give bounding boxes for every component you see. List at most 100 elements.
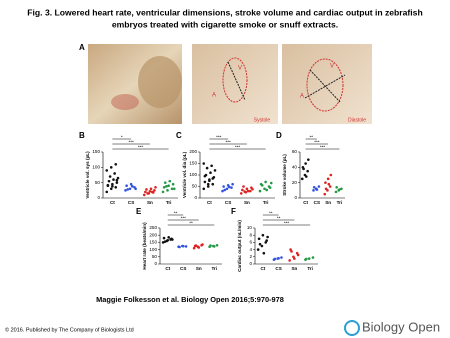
- sig-label: ***: [181, 216, 187, 221]
- y-tick-label: 0: [97, 195, 100, 200]
- data-point: [258, 242, 262, 246]
- copyright: © 2016. Published by The Company of Biol…: [5, 326, 134, 333]
- data-point: [194, 244, 198, 247]
- y-tick-label: 8: [249, 232, 252, 237]
- data-point: [334, 190, 338, 194]
- data-point: [265, 239, 268, 242]
- data-point: [241, 188, 244, 192]
- data-point: [167, 236, 170, 239]
- sig-label: ***: [314, 140, 320, 145]
- data-point: [208, 179, 211, 183]
- sig-label: **: [269, 211, 273, 216]
- data-point: [305, 257, 308, 261]
- data-point: [128, 187, 132, 191]
- sig-label: *: [121, 135, 123, 140]
- data-point: [162, 236, 166, 240]
- data-point: [312, 189, 315, 192]
- data-point: [268, 186, 272, 189]
- panel-label: E: [136, 207, 142, 216]
- x-tick-label: CS: [225, 200, 231, 205]
- data-point: [338, 188, 341, 191]
- inset-label: A: [212, 93, 216, 99]
- data-point: [242, 185, 245, 188]
- data-point: [328, 185, 332, 188]
- y-axis-label: Ventricle vol. sys (pL): [85, 151, 90, 199]
- data-point: [206, 185, 210, 188]
- y-axis-label: Heart rate (beats/min): [142, 222, 147, 270]
- data-point: [115, 178, 119, 182]
- x-tick-label: Sn: [325, 200, 331, 205]
- data-point: [197, 246, 201, 249]
- sig-label: ***: [128, 140, 134, 145]
- data-point: [167, 184, 170, 188]
- y-tick-label: 150: [149, 240, 157, 245]
- data-point: [245, 187, 249, 191]
- data-point: [211, 177, 215, 180]
- data-point: [260, 244, 264, 248]
- inset-label: A: [300, 94, 304, 100]
- x-tick-label: Sn: [244, 200, 250, 205]
- data-point: [212, 245, 216, 248]
- data-point: [306, 169, 309, 173]
- data-point: [262, 251, 266, 255]
- sig-label: ***: [138, 145, 144, 150]
- data-point: [163, 181, 167, 184]
- data-point: [257, 237, 261, 241]
- inset-label: V: [238, 66, 242, 72]
- phase-label: Diastole: [348, 117, 366, 123]
- data-point: [202, 162, 206, 165]
- data-point: [266, 235, 269, 239]
- data-point: [340, 187, 343, 191]
- data-point: [300, 177, 304, 181]
- panel-label: C: [176, 131, 182, 140]
- caption: Maggie Folkesson et al. Biology Open 201…: [96, 295, 284, 304]
- data-point: [209, 244, 212, 247]
- data-point: [296, 253, 300, 257]
- data-point: [134, 187, 137, 191]
- data-point: [112, 178, 115, 181]
- data-point: [239, 192, 243, 195]
- data-point: [288, 259, 291, 262]
- data-point: [307, 158, 310, 161]
- data-point: [305, 175, 308, 178]
- data-point: [114, 185, 118, 189]
- y-tick-label: 50: [95, 180, 101, 185]
- data-point: [302, 167, 305, 171]
- sig-label: ***: [216, 135, 222, 140]
- data-point: [327, 182, 331, 186]
- data-point: [203, 180, 207, 184]
- data-point: [209, 171, 212, 174]
- data-point: [130, 185, 134, 188]
- data-point: [260, 184, 264, 187]
- data-point: [115, 181, 119, 184]
- data-point: [251, 187, 254, 191]
- y-tick-label: 2: [249, 254, 252, 259]
- data-point: [165, 185, 168, 188]
- x-tick-label: Tri: [307, 266, 313, 271]
- data-point: [273, 257, 277, 261]
- panel-label: D: [276, 131, 282, 140]
- data-point: [181, 244, 185, 248]
- data-point: [263, 187, 266, 191]
- y-tick-label: 50: [152, 254, 158, 259]
- data-point: [111, 185, 114, 188]
- data-point: [126, 188, 130, 191]
- data-point: [171, 182, 175, 186]
- data-point: [148, 189, 152, 193]
- data-point: [203, 174, 207, 178]
- data-point: [202, 187, 206, 191]
- photo: [282, 44, 372, 124]
- data-point: [269, 181, 273, 185]
- data-point: [172, 187, 176, 191]
- data-point: [184, 245, 188, 248]
- y-tick-label: 0: [249, 261, 252, 266]
- y-axis-label: Stroke volume (pL): [282, 154, 287, 196]
- y-tick-label: 0: [154, 261, 157, 266]
- data-point: [326, 177, 330, 181]
- y-tick-label: 40: [292, 165, 298, 170]
- data-point: [108, 175, 112, 178]
- data-point: [223, 188, 227, 192]
- title-line: embryos treated with cigarette smoke or …: [112, 19, 338, 29]
- data-point: [146, 192, 149, 195]
- y-tick-label: 0: [194, 195, 197, 200]
